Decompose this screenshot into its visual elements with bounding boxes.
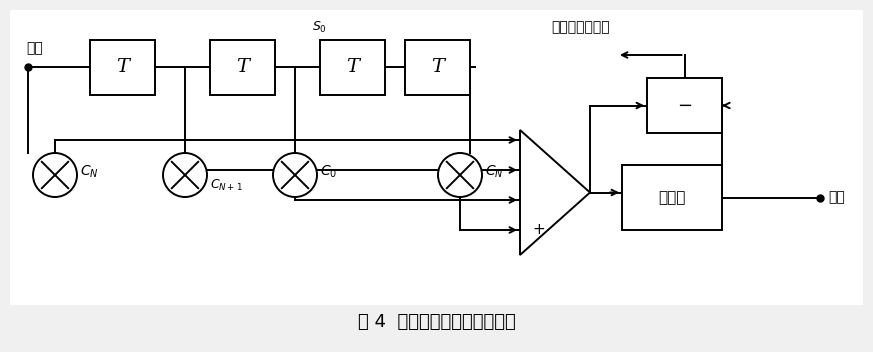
Text: +: + xyxy=(532,222,545,238)
Circle shape xyxy=(273,153,317,197)
Text: $C_0$: $C_0$ xyxy=(320,164,337,180)
Bar xyxy=(647,78,722,133)
Text: 图 4  横向滤波器式均衡器结构: 图 4 横向滤波器式均衡器结构 xyxy=(358,313,515,331)
Text: −: − xyxy=(677,96,692,114)
Text: 输出: 输出 xyxy=(828,190,845,205)
Text: $C_{N+1}$: $C_{N+1}$ xyxy=(210,177,243,193)
Text: 至控制加权电路: 至控制加权电路 xyxy=(552,20,610,34)
Bar xyxy=(210,40,275,95)
Text: 输入: 输入 xyxy=(26,41,43,55)
Text: T: T xyxy=(236,58,249,76)
Bar xyxy=(320,40,385,95)
Bar xyxy=(622,165,722,230)
Circle shape xyxy=(438,153,482,197)
Text: $C_N$: $C_N$ xyxy=(485,164,504,180)
Text: T: T xyxy=(116,58,129,76)
Text: T: T xyxy=(431,58,444,76)
Text: $C_N$: $C_N$ xyxy=(80,164,99,180)
Circle shape xyxy=(33,153,77,197)
Bar xyxy=(90,40,155,95)
Bar xyxy=(10,10,863,305)
Polygon shape xyxy=(520,130,590,255)
Text: 判决器: 判决器 xyxy=(658,190,685,205)
Text: $S_0$: $S_0$ xyxy=(312,20,327,35)
Bar xyxy=(405,40,470,95)
Circle shape xyxy=(163,153,207,197)
Text: T: T xyxy=(346,58,359,76)
